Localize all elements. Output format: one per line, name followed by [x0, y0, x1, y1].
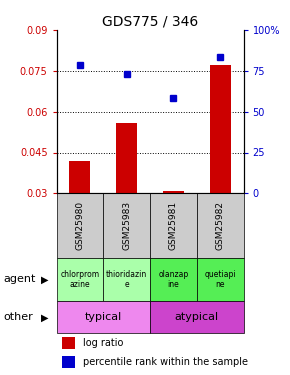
Text: other: other: [3, 312, 33, 322]
Text: GSM25981: GSM25981: [169, 201, 178, 250]
Text: chlorprom
azine: chlorprom azine: [60, 270, 99, 289]
Text: GSM25983: GSM25983: [122, 201, 131, 250]
Text: ▶: ▶: [41, 312, 48, 322]
Bar: [116, 123, 137, 194]
Text: log ratio: log ratio: [83, 338, 123, 348]
Title: GDS775 / 346: GDS775 / 346: [102, 15, 198, 29]
Text: thioridazin
e: thioridazin e: [106, 270, 147, 289]
Bar: [62, 356, 75, 368]
FancyBboxPatch shape: [150, 301, 244, 333]
Bar: [69, 160, 90, 194]
Bar: [210, 65, 231, 194]
Text: agent: agent: [3, 274, 35, 284]
FancyBboxPatch shape: [197, 194, 244, 258]
FancyBboxPatch shape: [197, 258, 244, 301]
FancyBboxPatch shape: [150, 194, 197, 258]
FancyBboxPatch shape: [103, 194, 150, 258]
FancyBboxPatch shape: [57, 301, 150, 333]
Text: percentile rank within the sample: percentile rank within the sample: [83, 357, 248, 367]
FancyBboxPatch shape: [150, 258, 197, 301]
Text: quetiapi
ne: quetiapi ne: [204, 270, 236, 289]
Text: ▶: ▶: [41, 274, 48, 284]
Bar: [62, 337, 75, 349]
Text: atypical: atypical: [175, 312, 219, 322]
Text: GSM25982: GSM25982: [216, 201, 225, 250]
Text: typical: typical: [85, 312, 122, 322]
FancyBboxPatch shape: [103, 258, 150, 301]
FancyBboxPatch shape: [57, 258, 103, 301]
Bar: [163, 190, 184, 194]
FancyBboxPatch shape: [57, 194, 103, 258]
Text: olanzap
ine: olanzap ine: [158, 270, 188, 289]
Text: GSM25980: GSM25980: [75, 201, 84, 250]
